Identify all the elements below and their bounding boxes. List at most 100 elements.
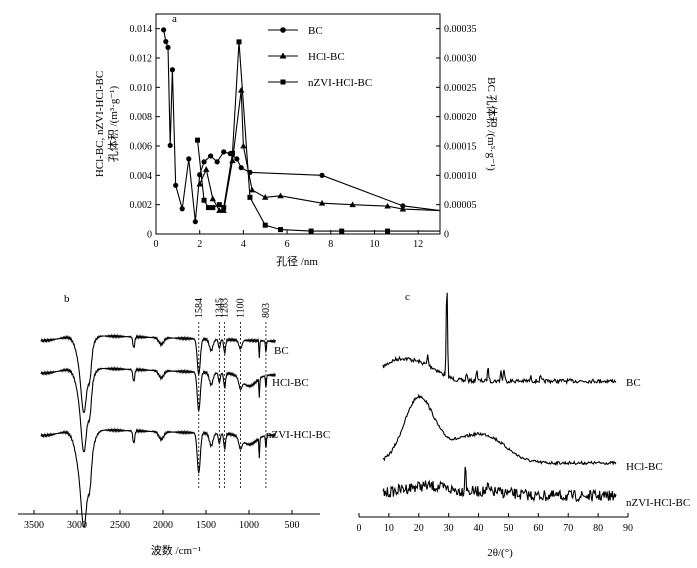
point-bc bbox=[238, 165, 244, 171]
panel-c-x-tick-label: 10 bbox=[384, 523, 394, 534]
panel-a-y-left-tick-label: 0.014 bbox=[130, 24, 153, 35]
point-bc bbox=[319, 172, 325, 178]
panel-a-y-left-tick-label: 0.012 bbox=[130, 54, 153, 65]
panel-a-y-right-tick-label: 0.00030 bbox=[444, 54, 477, 65]
panel-a-ylabel-left-line2: 孔体积 /(m³·g⁻¹) bbox=[106, 86, 120, 163]
point-hcl-bc bbox=[238, 86, 245, 93]
point-hcl-bc bbox=[203, 166, 210, 172]
point-bc bbox=[173, 182, 179, 188]
panel-c-series bbox=[382, 292, 617, 503]
point-nzvi-hcl-bc bbox=[216, 202, 222, 208]
panel-a-y-right-tick-label: 0.00005 bbox=[444, 200, 477, 211]
panel-a: a 0 2 4 6 8 10 12 0 0.002 0.004 0.006 0.008 0.010 0.… bbox=[94, 13, 499, 268]
legend-marker-nzvi bbox=[280, 79, 286, 85]
panel-a-series bbox=[161, 27, 441, 234]
panel-a-frame bbox=[155, 13, 441, 235]
panel-b-x-tick-label: 1500 bbox=[196, 520, 216, 531]
panel-a-y-left-tick-label: 0.008 bbox=[130, 112, 153, 123]
point-nzvi-hcl-bc bbox=[262, 222, 268, 228]
panel-a-y-right-tick-label: 0.00035 bbox=[444, 24, 477, 35]
panel-c: c 0 10 20 30 40 50 60 70 80 90 BC HCl-BC nZVI-HCl… bbox=[357, 291, 691, 559]
point-nzvi-hcl-bc bbox=[210, 205, 216, 211]
panel-c-label-bc: BC bbox=[626, 377, 641, 389]
point-nzvi-hcl-bc bbox=[278, 227, 284, 233]
point-hcl-bc bbox=[349, 201, 356, 208]
panel-a-y-left-tick-label: 0.010 bbox=[130, 83, 153, 94]
legend-hcl-bc: HCl-BC bbox=[308, 51, 345, 63]
series-line-bc bbox=[163, 29, 441, 222]
panel-a-y-left-tick-label: 0.004 bbox=[130, 171, 153, 182]
point-hcl-bc bbox=[262, 194, 269, 200]
point-nzvi-hcl-bc bbox=[221, 205, 227, 211]
xrd-curve-bc bbox=[382, 292, 617, 386]
point-hcl-bc bbox=[196, 180, 203, 187]
point-nzvi-hcl-bc bbox=[339, 228, 345, 234]
panel-c-x-tick-label: 50 bbox=[503, 523, 513, 534]
point-hcl-bc bbox=[216, 207, 223, 213]
point-hcl-bc bbox=[318, 199, 326, 206]
panel-a-x-tick-label: 6 bbox=[285, 239, 290, 250]
panel-a-x-tick-label: 0 bbox=[154, 239, 159, 250]
point-hcl-bc bbox=[248, 186, 256, 193]
panel-c-x-tick-label: 60 bbox=[533, 523, 543, 534]
panel-c-xlabel: 2θ/(°) bbox=[487, 547, 513, 559]
panel-b-label-hcl: HCl-BC bbox=[272, 377, 309, 389]
panel-a-y-right-tick-label: 0 bbox=[444, 230, 449, 241]
ftir-curve-nzvi-hcl-bc bbox=[40, 427, 276, 528]
panel-b-letter: b bbox=[64, 293, 70, 305]
panel-a-y-left-tick-label: 0.006 bbox=[130, 142, 153, 153]
point-bc bbox=[201, 159, 207, 165]
panel-b-xlabel: 波数 /cm⁻¹ bbox=[151, 544, 201, 557]
point-hcl-bc bbox=[240, 142, 247, 149]
panel-c-x-tick-label: 90 bbox=[623, 523, 633, 534]
point-hcl-bc bbox=[384, 202, 391, 209]
point-bc bbox=[221, 149, 227, 155]
point-bc bbox=[179, 206, 185, 212]
point-bc bbox=[163, 38, 169, 45]
panel-a-xlabel: 孔径 /nm bbox=[276, 255, 318, 268]
point-bc bbox=[214, 159, 220, 165]
panel-c-label-hcl: HCl-BC bbox=[626, 461, 663, 473]
panel-a-x-tick-label: 10 bbox=[369, 239, 379, 250]
panel-a-y-left-tick-label: 0.002 bbox=[130, 200, 153, 211]
panel-b-x-tick-label: 2500 bbox=[110, 520, 130, 531]
panel-a-y-right-tick-label: 0.00010 bbox=[444, 171, 477, 182]
panel-a-y-right-tick-label: 0.00015 bbox=[444, 142, 477, 153]
panel-a-y-right-tick-label: 0.00020 bbox=[444, 112, 477, 123]
point-bc bbox=[169, 67, 175, 73]
point-bc bbox=[186, 156, 192, 162]
series-line-hcl-bc bbox=[199, 90, 441, 212]
panel-a-x-ticks: 0 2 4 6 8 10 12 bbox=[154, 230, 423, 250]
legend-marker-bc bbox=[280, 27, 286, 33]
panel-a-x-tick-label: 2 bbox=[197, 239, 202, 250]
ftir-curve-bc bbox=[40, 333, 276, 413]
panel-b-x-tick-label: 3500 bbox=[24, 520, 44, 531]
panel-a-y-right-ticks: 0 0.00005 0.00010 0.00015 0.00020 0.00025 0.00… bbox=[436, 24, 477, 241]
panel-a-y-left-ticks: 0 0.002 0.004 0.006 0.008 0.010 0.012 0.014 bbox=[130, 24, 160, 241]
peak-label-803: 803 bbox=[261, 303, 272, 318]
panel-c-label-nzvi: nZVI-HCl-BC bbox=[626, 497, 690, 509]
panel-a-letter: a bbox=[172, 13, 177, 25]
point-hcl-bc bbox=[277, 192, 284, 199]
panel-c-letter: c bbox=[405, 291, 410, 303]
point-nzvi-hcl-bc bbox=[247, 194, 253, 200]
peak-label-1100: 1100 bbox=[235, 298, 246, 318]
panel-c-x-tick-label: 70 bbox=[563, 523, 573, 534]
point-nzvi-hcl-bc bbox=[229, 150, 235, 156]
panel-a-ylabel-left-line1: HCl-BC, nZVI-HCl-BC bbox=[94, 71, 106, 177]
ftir-curve-hcl-bc bbox=[40, 365, 276, 453]
panel-c-x-tick-label: 80 bbox=[593, 523, 603, 534]
panel-c-x-tick-label: 30 bbox=[444, 523, 454, 534]
point-nzvi-hcl-bc bbox=[195, 137, 201, 143]
point-hcl-bc bbox=[399, 205, 407, 212]
point-bc bbox=[161, 27, 167, 33]
point-nzvi-hcl-bc bbox=[385, 228, 391, 234]
panel-b-label-nzvi: nZVI-HCl-BC bbox=[266, 429, 330, 441]
legend-nzvi-hcl-bc: nZVI-HCl-BC bbox=[308, 77, 372, 89]
xrd-curve-nzvi-hcl-bc bbox=[382, 466, 617, 503]
legend-bc: BC bbox=[308, 25, 323, 37]
point-nzvi-hcl-bc bbox=[308, 228, 314, 234]
